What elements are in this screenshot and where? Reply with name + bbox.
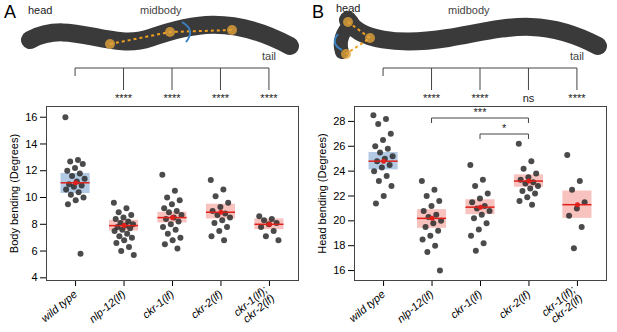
svg-text:****: **** [423,92,441,104]
svg-text:tail: tail [262,50,276,62]
svg-text:16: 16 [25,111,37,123]
svg-text:28: 28 [333,115,345,127]
svg-text:nlp-12(lf): nlp-12(lf) [395,287,436,324]
svg-text:8: 8 [31,218,37,230]
svg-text:ckr-2(lf): ckr-2(lf) [496,287,532,320]
svg-text:16: 16 [333,264,345,276]
svg-text:head: head [28,4,52,16]
svg-text:midbody: midbody [140,4,182,16]
svg-text:10: 10 [25,191,37,203]
svg-text:midbody: midbody [448,4,490,16]
svg-text:wild type: wild type [39,288,79,325]
svg-text:12: 12 [25,164,37,176]
svg-text:****: **** [163,92,181,104]
svg-text:head: head [336,2,360,14]
svg-text:18: 18 [333,239,345,251]
svg-text:A: A [4,2,16,22]
svg-text:***: *** [474,106,488,118]
svg-text:24: 24 [333,165,345,177]
svg-text:wild type: wild type [347,288,387,325]
svg-text:****: **** [471,92,489,104]
svg-text:*: * [502,122,507,134]
svg-text:4: 4 [31,271,37,283]
svg-text:Head bending (Degrees): Head bending (Degrees) [316,133,328,253]
svg-text:****: **** [568,92,586,104]
svg-text:26: 26 [333,140,345,152]
svg-text:6: 6 [31,245,37,257]
svg-text:ckr-1(lf): ckr-1(lf) [140,287,176,320]
svg-text:14: 14 [25,137,37,149]
svg-text:****: **** [260,92,278,104]
svg-text:tail: tail [570,50,584,62]
svg-text:22: 22 [333,190,345,202]
svg-text:ckr-2(lf): ckr-2(lf) [188,287,224,320]
svg-text:****: **** [115,92,133,104]
svg-text:ckr-1(lf);ckr-2(lf): ckr-1(lf);ckr-2(lf) [539,283,585,327]
svg-text:B: B [312,2,324,22]
svg-text:ckr-1(lf);ckr-2(lf): ckr-1(lf);ckr-2(lf) [231,283,277,327]
svg-text:ckr-1(lf): ckr-1(lf) [448,287,484,320]
svg-text:ns: ns [523,92,535,104]
svg-text:Body bending (Degrees): Body bending (Degrees) [8,134,20,253]
svg-text:20: 20 [333,214,345,226]
svg-text:****: **** [212,92,230,104]
svg-text:nlp-12(lf): nlp-12(lf) [87,287,128,324]
